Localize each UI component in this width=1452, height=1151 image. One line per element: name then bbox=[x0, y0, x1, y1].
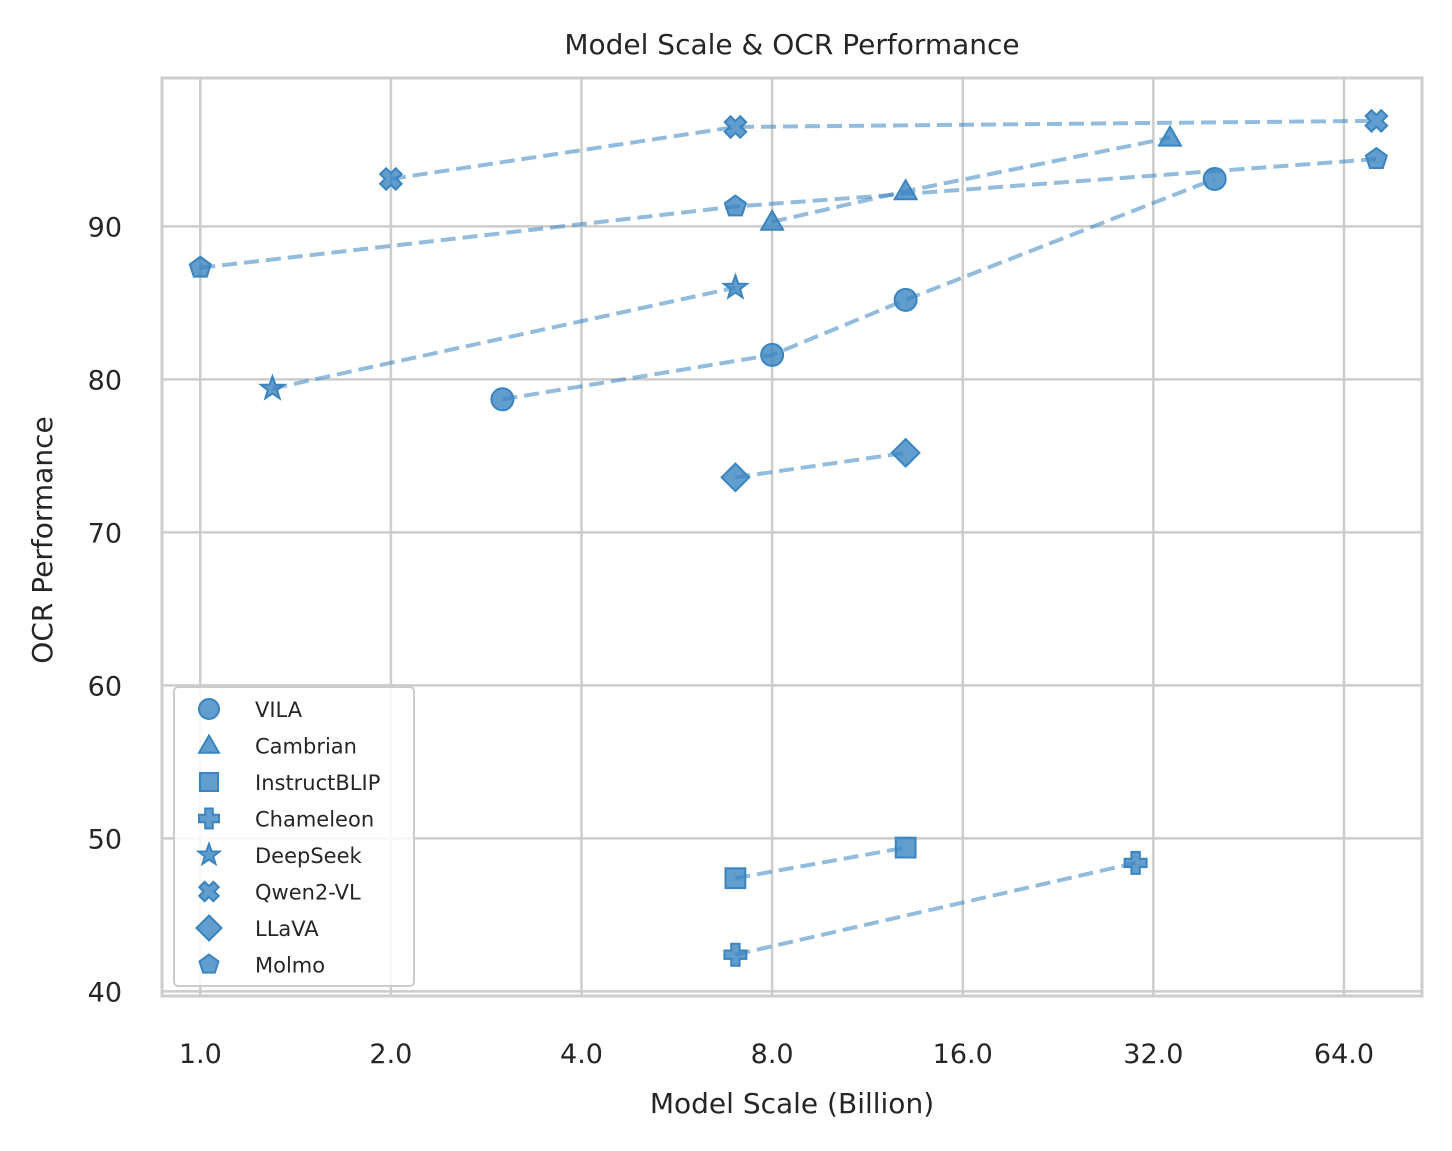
x-axis-label: Model Scale (Billion) bbox=[650, 1087, 934, 1120]
data-point-qwen2-vl bbox=[723, 114, 748, 140]
data-point-instructblip bbox=[894, 836, 917, 859]
legend-label-cambrian: Cambrian bbox=[255, 735, 357, 759]
y-tick-label: 70 bbox=[88, 518, 122, 549]
x-tick-labels: 1.0 2.0 4.0 8.0 16.0 32.0 64.0 bbox=[179, 1039, 1374, 1070]
data-point-qwen2-vl bbox=[378, 166, 404, 192]
y-tick-label: 90 bbox=[88, 212, 122, 243]
data-point-vila bbox=[490, 387, 515, 412]
legend-label-qwen2-vl: Qwen2-VL bbox=[255, 881, 361, 905]
data-point-molmo bbox=[188, 255, 212, 278]
data-point-cambrian bbox=[1157, 124, 1183, 147]
y-tick-label: 80 bbox=[88, 365, 122, 396]
data-point-chameleon bbox=[723, 942, 748, 967]
x-tick-label: 64.0 bbox=[1314, 1039, 1374, 1070]
data-point-qwen2-vl bbox=[1364, 108, 1389, 133]
series-line-qwen2-vl bbox=[390, 118, 1377, 181]
y-tick-label: 60 bbox=[88, 671, 122, 702]
y-tick-labels: 40 50 60 70 80 90 bbox=[88, 212, 122, 1008]
legend: VILA Cambrian InstructBLIP Chameleon DeepSee… bbox=[173, 686, 415, 987]
x-tick-label: 1.0 bbox=[179, 1039, 222, 1070]
series-markers bbox=[188, 108, 1389, 967]
legend-marker-qwen2-vl bbox=[197, 880, 221, 903]
series-line-llava bbox=[735, 450, 906, 480]
legend-marker-vila bbox=[198, 698, 220, 720]
y-axis-label: OCR Performance bbox=[26, 416, 59, 663]
legend-items: VILA Cambrian InstructBLIP Chameleon DeepSee… bbox=[195, 698, 380, 978]
legend-marker-chameleon bbox=[198, 807, 220, 830]
y-tick-label: 50 bbox=[88, 824, 122, 855]
data-point-deepseek bbox=[721, 272, 750, 300]
x-tick-label: 8.0 bbox=[751, 1039, 794, 1070]
x-tick-label: 4.0 bbox=[560, 1039, 603, 1070]
plot-frame bbox=[160, 76, 1424, 998]
y-tick-label: 40 bbox=[88, 977, 122, 1008]
legend-label-deepseek: DeepSeek bbox=[255, 844, 363, 868]
x-tick-label: 2.0 bbox=[369, 1039, 412, 1070]
data-point-llava bbox=[720, 462, 751, 493]
legend-label-llava: LLaVA bbox=[255, 917, 319, 941]
data-point-instructblip bbox=[724, 867, 747, 890]
data-point-molmo bbox=[1364, 146, 1388, 169]
data-point-vila bbox=[893, 287, 918, 312]
series-line-vila bbox=[502, 177, 1216, 402]
data-point-cambrian bbox=[892, 178, 919, 201]
legend-marker-deepseek bbox=[195, 841, 223, 867]
series-line-deepseek bbox=[272, 285, 736, 391]
data-point-deepseek bbox=[258, 373, 287, 401]
data-point-cambrian bbox=[759, 208, 785, 231]
chart-title: Model Scale & OCR Performance bbox=[564, 28, 1019, 61]
series-line-chameleon bbox=[734, 860, 1137, 957]
data-point-molmo bbox=[723, 194, 748, 217]
legend-label-molmo: Molmo bbox=[255, 954, 325, 978]
legend-marker-llava bbox=[195, 914, 223, 942]
data-point-vila bbox=[760, 342, 785, 367]
legend-marker-cambrian bbox=[197, 733, 221, 754]
legend-marker-molmo bbox=[198, 953, 220, 974]
legend-box bbox=[173, 686, 415, 987]
legend-label-vila: VILA bbox=[255, 698, 303, 722]
legend-marker-instructblip bbox=[199, 772, 219, 792]
legend-label-instructblip: InstructBLIP bbox=[255, 771, 380, 795]
data-point-llava bbox=[890, 437, 921, 469]
data-point-vila bbox=[1202, 166, 1227, 191]
data-point-chameleon bbox=[1123, 850, 1148, 875]
x-tick-label: 32.0 bbox=[1123, 1039, 1183, 1070]
series-line-instructblip bbox=[735, 845, 906, 881]
x-tick-label: 16.0 bbox=[933, 1039, 993, 1070]
legend-label-chameleon: Chameleon bbox=[255, 808, 374, 832]
